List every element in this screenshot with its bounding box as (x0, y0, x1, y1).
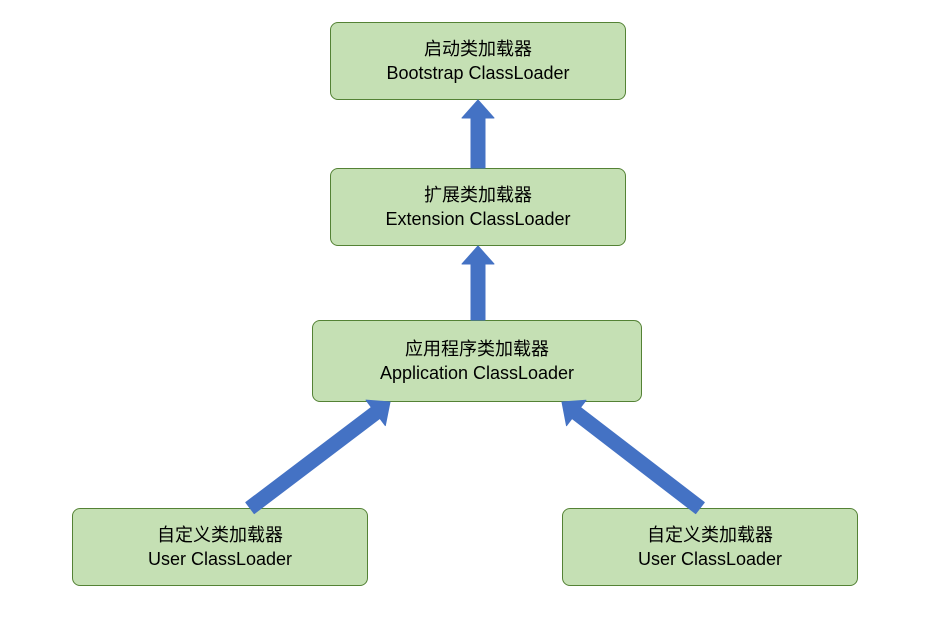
arrow-user-right-to-application (0, 0, 952, 628)
